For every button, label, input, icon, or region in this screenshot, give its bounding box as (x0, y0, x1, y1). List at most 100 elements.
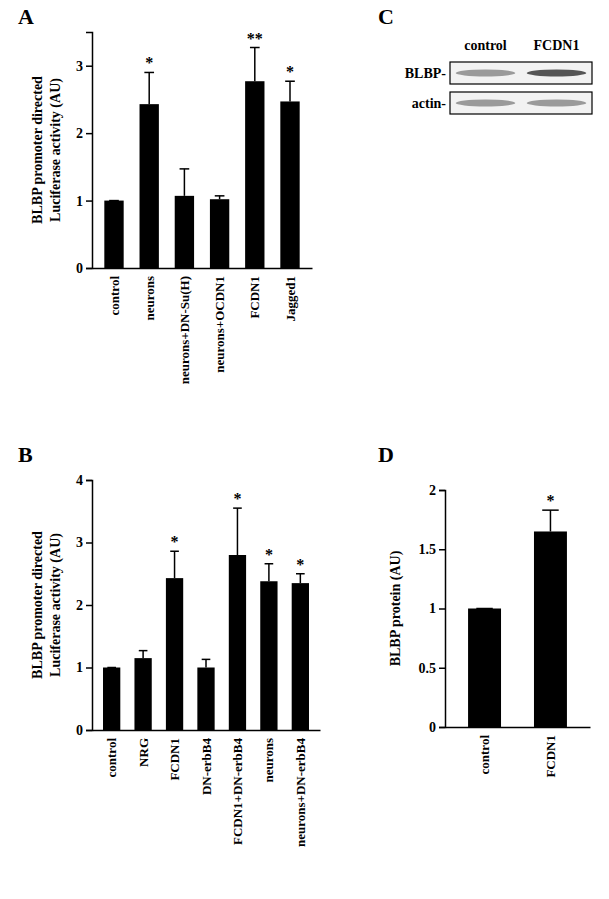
y-axis-title: Luciferase activity (AU) (48, 533, 64, 677)
error-bar (265, 564, 274, 582)
error-bar (250, 48, 260, 82)
tick: 0 (76, 261, 92, 276)
bar (229, 555, 246, 730)
tick-label: 1 (76, 194, 83, 209)
tick-label: FCDN1+DN-erbB4 (230, 738, 245, 846)
tick-label: 0.5 (419, 661, 437, 676)
band (456, 100, 516, 107)
tick: control (477, 727, 492, 774)
row-label: BLBP- (405, 66, 447, 81)
lane-label: control (464, 38, 507, 53)
significance: * (145, 54, 153, 71)
bar (197, 668, 214, 731)
error-cap (296, 573, 305, 575)
tick: 2 (76, 126, 92, 141)
tick: neurons (142, 268, 157, 321)
tick: 1 (76, 660, 92, 675)
tick-label: control (477, 735, 492, 775)
significance: * (546, 492, 554, 509)
error-bar (542, 510, 558, 531)
error-bar (139, 651, 148, 659)
y-axis: 0 0.5 1 1.5 2 (419, 483, 446, 735)
tick-label: 3 (76, 535, 83, 550)
tick-mark (86, 605, 92, 607)
error-line (550, 510, 552, 531)
error-bar (144, 72, 154, 104)
error-cap (202, 659, 211, 661)
tick: 1 (76, 194, 92, 209)
significance: * (296, 556, 304, 573)
tick-mark (86, 667, 92, 669)
figure: ****0123controlneuronsneurons+DN-Su(H)ne… (0, 0, 609, 899)
tick-mark (86, 542, 92, 544)
tick: neurons (261, 730, 276, 783)
tick-label: DN-erbB4 (199, 738, 214, 796)
y-axis-title: BLBP promoter directed (30, 531, 45, 679)
tick-label: FCDN1 (543, 735, 558, 778)
bar (468, 609, 501, 728)
tick-label: 2 (429, 483, 436, 498)
significance: * (286, 63, 294, 80)
tick-mark (439, 490, 445, 492)
tick-label: neurons (142, 276, 157, 321)
blot-frame (450, 92, 592, 114)
tick: FCDN1 (247, 268, 262, 319)
tick-mark (439, 549, 445, 551)
tick: 4 (76, 473, 92, 488)
error-line (268, 564, 270, 582)
error-line (148, 72, 150, 104)
y-axis: 01234 (76, 473, 93, 738)
tick-label: 0 (76, 261, 83, 276)
y-axis-title: BLBP promoter directed (30, 76, 45, 224)
tick: neurons+DN-Su(H) (177, 268, 192, 384)
row-label: actin- (412, 96, 447, 111)
error-cap (542, 509, 558, 511)
tick-label: neurons (261, 738, 276, 783)
bar (103, 668, 120, 731)
significance: * (265, 546, 273, 563)
tick-label: 0 (76, 723, 83, 738)
bar (140, 104, 159, 268)
tick-label: 0 (429, 720, 436, 735)
tick: FCDN1+DN-erbB4 (230, 730, 245, 845)
error-cap (139, 650, 148, 652)
error-bar (215, 196, 225, 199)
error-bar (170, 551, 179, 578)
tick-mark (86, 65, 92, 67)
error-line (300, 574, 302, 583)
bar (260, 581, 277, 730)
bar (104, 201, 123, 268)
tick-label: 1 (429, 601, 436, 616)
error-line (237, 508, 239, 555)
tick: 2 (429, 483, 445, 498)
error-cap (109, 200, 119, 202)
error-bar (107, 667, 116, 668)
error-line (289, 81, 291, 101)
error-bar (296, 574, 305, 583)
tick-mark (86, 268, 92, 270)
x-axis: control neurons neurons+DN-Su(H) neurons+OC… (93, 268, 313, 384)
tick-mark (439, 608, 445, 610)
error-cap (265, 563, 274, 565)
bar (245, 81, 264, 268)
panel-label: C (378, 4, 394, 29)
axis-line (86, 33, 93, 269)
tick-label: FCDN1 (167, 738, 182, 781)
error-bar (180, 169, 190, 196)
bar (166, 578, 183, 730)
tick-label: 3 (76, 59, 83, 74)
significance: ** (247, 30, 263, 47)
tick-label: control (104, 738, 119, 778)
error-line (205, 659, 207, 667)
tick-label: neurons+DN-erbB4 (293, 738, 308, 848)
tick: neurons+OCDN1 (212, 268, 227, 373)
bar (210, 199, 229, 268)
tick-label: neurons+OCDN1 (212, 276, 227, 373)
tick: 1.5 (419, 542, 446, 557)
error-bar (202, 659, 211, 667)
tick: 1 (429, 601, 445, 616)
bar (292, 583, 309, 730)
tick: control (104, 730, 119, 777)
y-axis: 0 1 2 3 (76, 33, 93, 276)
tick-label: control (107, 276, 122, 316)
